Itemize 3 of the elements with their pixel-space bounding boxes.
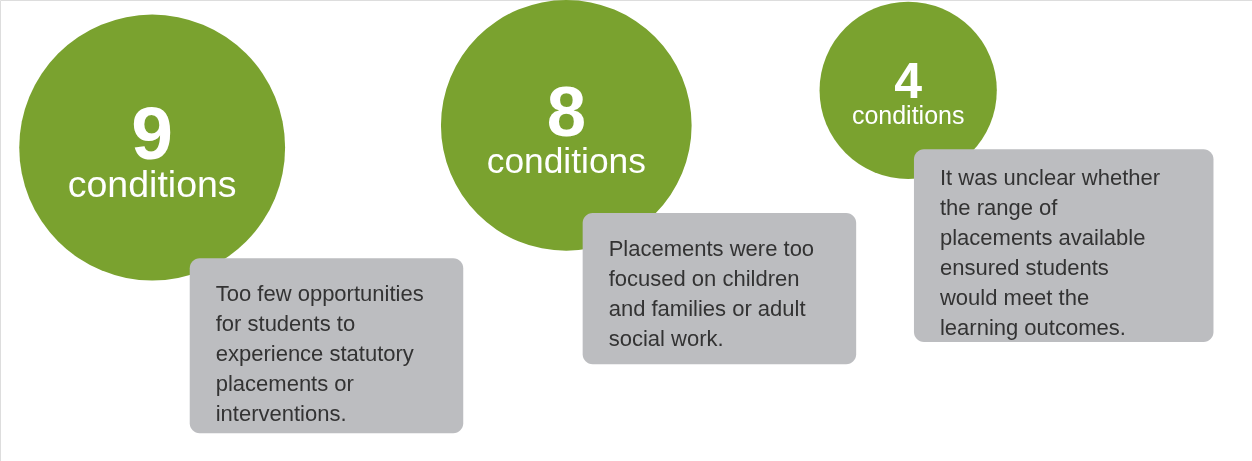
category-label: Placements were too focused on children and families or adult social work.: [608, 235, 815, 351]
category-label: Too few opportunities for students to experience statutory placements or interventions.: [215, 280, 424, 426]
category-label: It was unclear whether the range of placements available ensured students would meet the learning outcomes.: [938, 164, 1161, 340]
